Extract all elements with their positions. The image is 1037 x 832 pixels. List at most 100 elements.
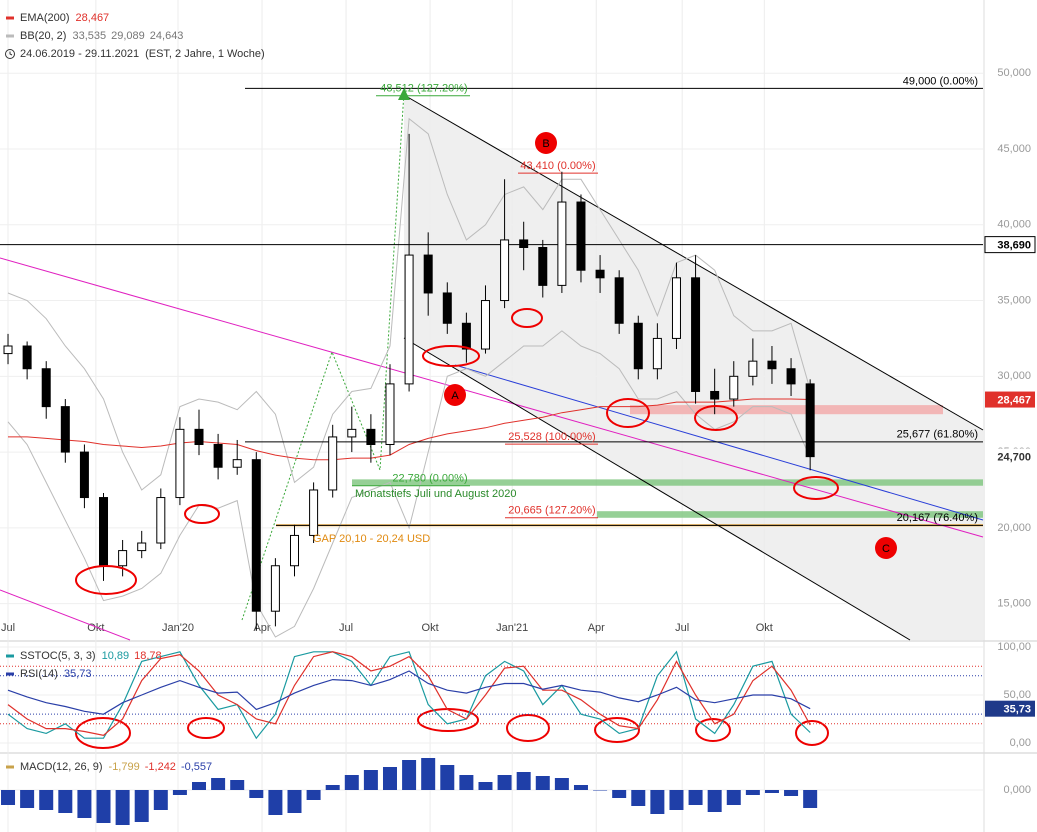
annotation: GAP 20,10 - 20,24 USD bbox=[313, 533, 430, 545]
y-tick-label: 0,00 bbox=[1010, 737, 1031, 749]
legend-value: 10,89 bbox=[102, 650, 130, 662]
legend-value: 29,089 bbox=[111, 30, 145, 42]
macd-bar bbox=[707, 790, 722, 812]
macd-bar bbox=[764, 790, 779, 793]
legend-value: -1,242 bbox=[145, 761, 176, 773]
macd-bar bbox=[554, 778, 569, 790]
macd-bar bbox=[478, 782, 493, 790]
macd-bar bbox=[669, 790, 684, 810]
candle-body bbox=[786, 368, 796, 385]
legend-value: 33,535 bbox=[72, 30, 106, 42]
legend-value: -1,799 bbox=[109, 761, 140, 773]
macd-bar bbox=[631, 790, 646, 806]
x-tick-label: Jan'21 bbox=[496, 622, 528, 634]
price-zone bbox=[352, 479, 983, 486]
candle-body bbox=[347, 428, 357, 438]
macd-bar bbox=[230, 780, 245, 790]
macd-bar bbox=[726, 790, 741, 805]
candle-body bbox=[614, 277, 624, 324]
macd-bar bbox=[344, 775, 359, 790]
macd-bar bbox=[363, 770, 378, 790]
candle-body bbox=[99, 497, 109, 567]
macd-bar bbox=[1, 790, 16, 805]
wave-marker bbox=[875, 537, 897, 559]
candle-body bbox=[500, 239, 510, 302]
y-tick-label: 15,000 bbox=[997, 598, 1031, 610]
macd-bar bbox=[650, 790, 665, 814]
wave-label: C bbox=[882, 543, 890, 555]
macd-bar bbox=[745, 790, 760, 795]
highlight-ellipse bbox=[795, 720, 829, 746]
period-note: (EST, 2 Jahre, 1 Woche) bbox=[145, 48, 265, 60]
x-tick-label: Apr bbox=[588, 622, 605, 634]
bollinger-band bbox=[7, 330, 811, 638]
candle-body bbox=[328, 436, 338, 491]
trend-line bbox=[403, 337, 911, 641]
price-marker-label: 28,467 bbox=[997, 394, 1031, 406]
candle-body bbox=[729, 375, 739, 400]
y-tick-label: 30,000 bbox=[997, 370, 1031, 382]
macd-bar bbox=[440, 765, 455, 790]
candle-body bbox=[41, 368, 51, 408]
candle-body bbox=[805, 383, 815, 458]
level-label: 48,512 (127.20%) bbox=[380, 83, 467, 95]
macd-bar bbox=[211, 778, 226, 790]
candle-body bbox=[748, 360, 758, 377]
price-marker-label: 24,700 bbox=[997, 452, 1031, 464]
trend-line bbox=[0, 589, 131, 641]
macd-bar bbox=[516, 772, 531, 790]
x-tick-label: Jul bbox=[339, 622, 353, 634]
macd-bar bbox=[249, 790, 264, 798]
x-tick-label: Jul bbox=[1, 622, 15, 634]
candle-body bbox=[194, 428, 204, 446]
y-tick-label: 35,000 bbox=[997, 294, 1031, 306]
legend-name: MACD(12, 26, 9) bbox=[20, 761, 103, 773]
candle-body bbox=[538, 247, 548, 286]
level-label: 43,410 (0.00%) bbox=[520, 160, 595, 172]
price-marker-label: 38,690 bbox=[997, 240, 1031, 252]
highlight-ellipse bbox=[606, 398, 650, 428]
annotation: Monatstiefs Juli und August 2020 bbox=[355, 488, 516, 500]
macd-bar bbox=[382, 767, 397, 790]
highlight-ellipse bbox=[417, 708, 479, 732]
highlight-ellipse bbox=[184, 504, 220, 524]
candle-body bbox=[767, 360, 777, 370]
candle-body bbox=[385, 383, 395, 446]
candle-body bbox=[576, 201, 586, 271]
level-label: 25,677 (61.80%) bbox=[897, 429, 978, 441]
candle-body bbox=[232, 459, 242, 468]
price-zone bbox=[597, 511, 983, 518]
macd-bar bbox=[535, 776, 550, 790]
candle-body bbox=[633, 322, 643, 370]
macd-bar bbox=[134, 790, 149, 822]
level-label: 25,528 (100.00%) bbox=[508, 431, 595, 443]
candle-body bbox=[3, 345, 13, 355]
legend-value: -0,557 bbox=[181, 761, 212, 773]
fib-arrow bbox=[398, 88, 410, 100]
candle-body bbox=[175, 428, 185, 499]
indicator-line bbox=[7, 651, 811, 736]
macd-bar bbox=[306, 790, 321, 800]
candle-body bbox=[118, 550, 128, 567]
candle-body bbox=[480, 300, 490, 350]
wave-marker bbox=[535, 132, 557, 154]
price-zone bbox=[630, 405, 943, 415]
candle-body bbox=[652, 337, 662, 370]
indicator-marker-label: 35,73 bbox=[1003, 704, 1031, 716]
clock-icon bbox=[5, 49, 15, 59]
level-label: 20,167 (76.40%) bbox=[897, 512, 978, 524]
candle-body bbox=[270, 565, 280, 612]
candle-body bbox=[710, 390, 720, 400]
y-tick-label: 50,000 bbox=[997, 67, 1031, 79]
candle-body bbox=[423, 254, 433, 294]
trend-line bbox=[403, 94, 984, 431]
x-tick-label: Okt bbox=[87, 622, 104, 634]
macd-bar bbox=[115, 790, 130, 825]
macd-bar bbox=[96, 790, 111, 823]
highlight-ellipse bbox=[75, 717, 131, 749]
legend-value: 35,73 bbox=[64, 668, 92, 680]
wave-marker bbox=[444, 384, 466, 406]
indicator-marker bbox=[985, 700, 1035, 717]
highlight-ellipse bbox=[511, 308, 543, 328]
highlight-ellipse bbox=[422, 345, 480, 367]
